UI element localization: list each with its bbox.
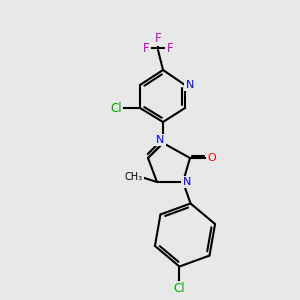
Text: N: N [183,177,191,187]
Text: CH₃: CH₃ [125,172,143,182]
Text: F: F [155,32,161,44]
Text: N: N [186,80,194,90]
Text: N: N [156,135,164,145]
Text: O: O [208,153,216,163]
Text: F: F [167,41,173,55]
Text: Cl: Cl [110,101,122,115]
Text: Cl: Cl [174,282,185,295]
Text: F: F [143,41,149,55]
